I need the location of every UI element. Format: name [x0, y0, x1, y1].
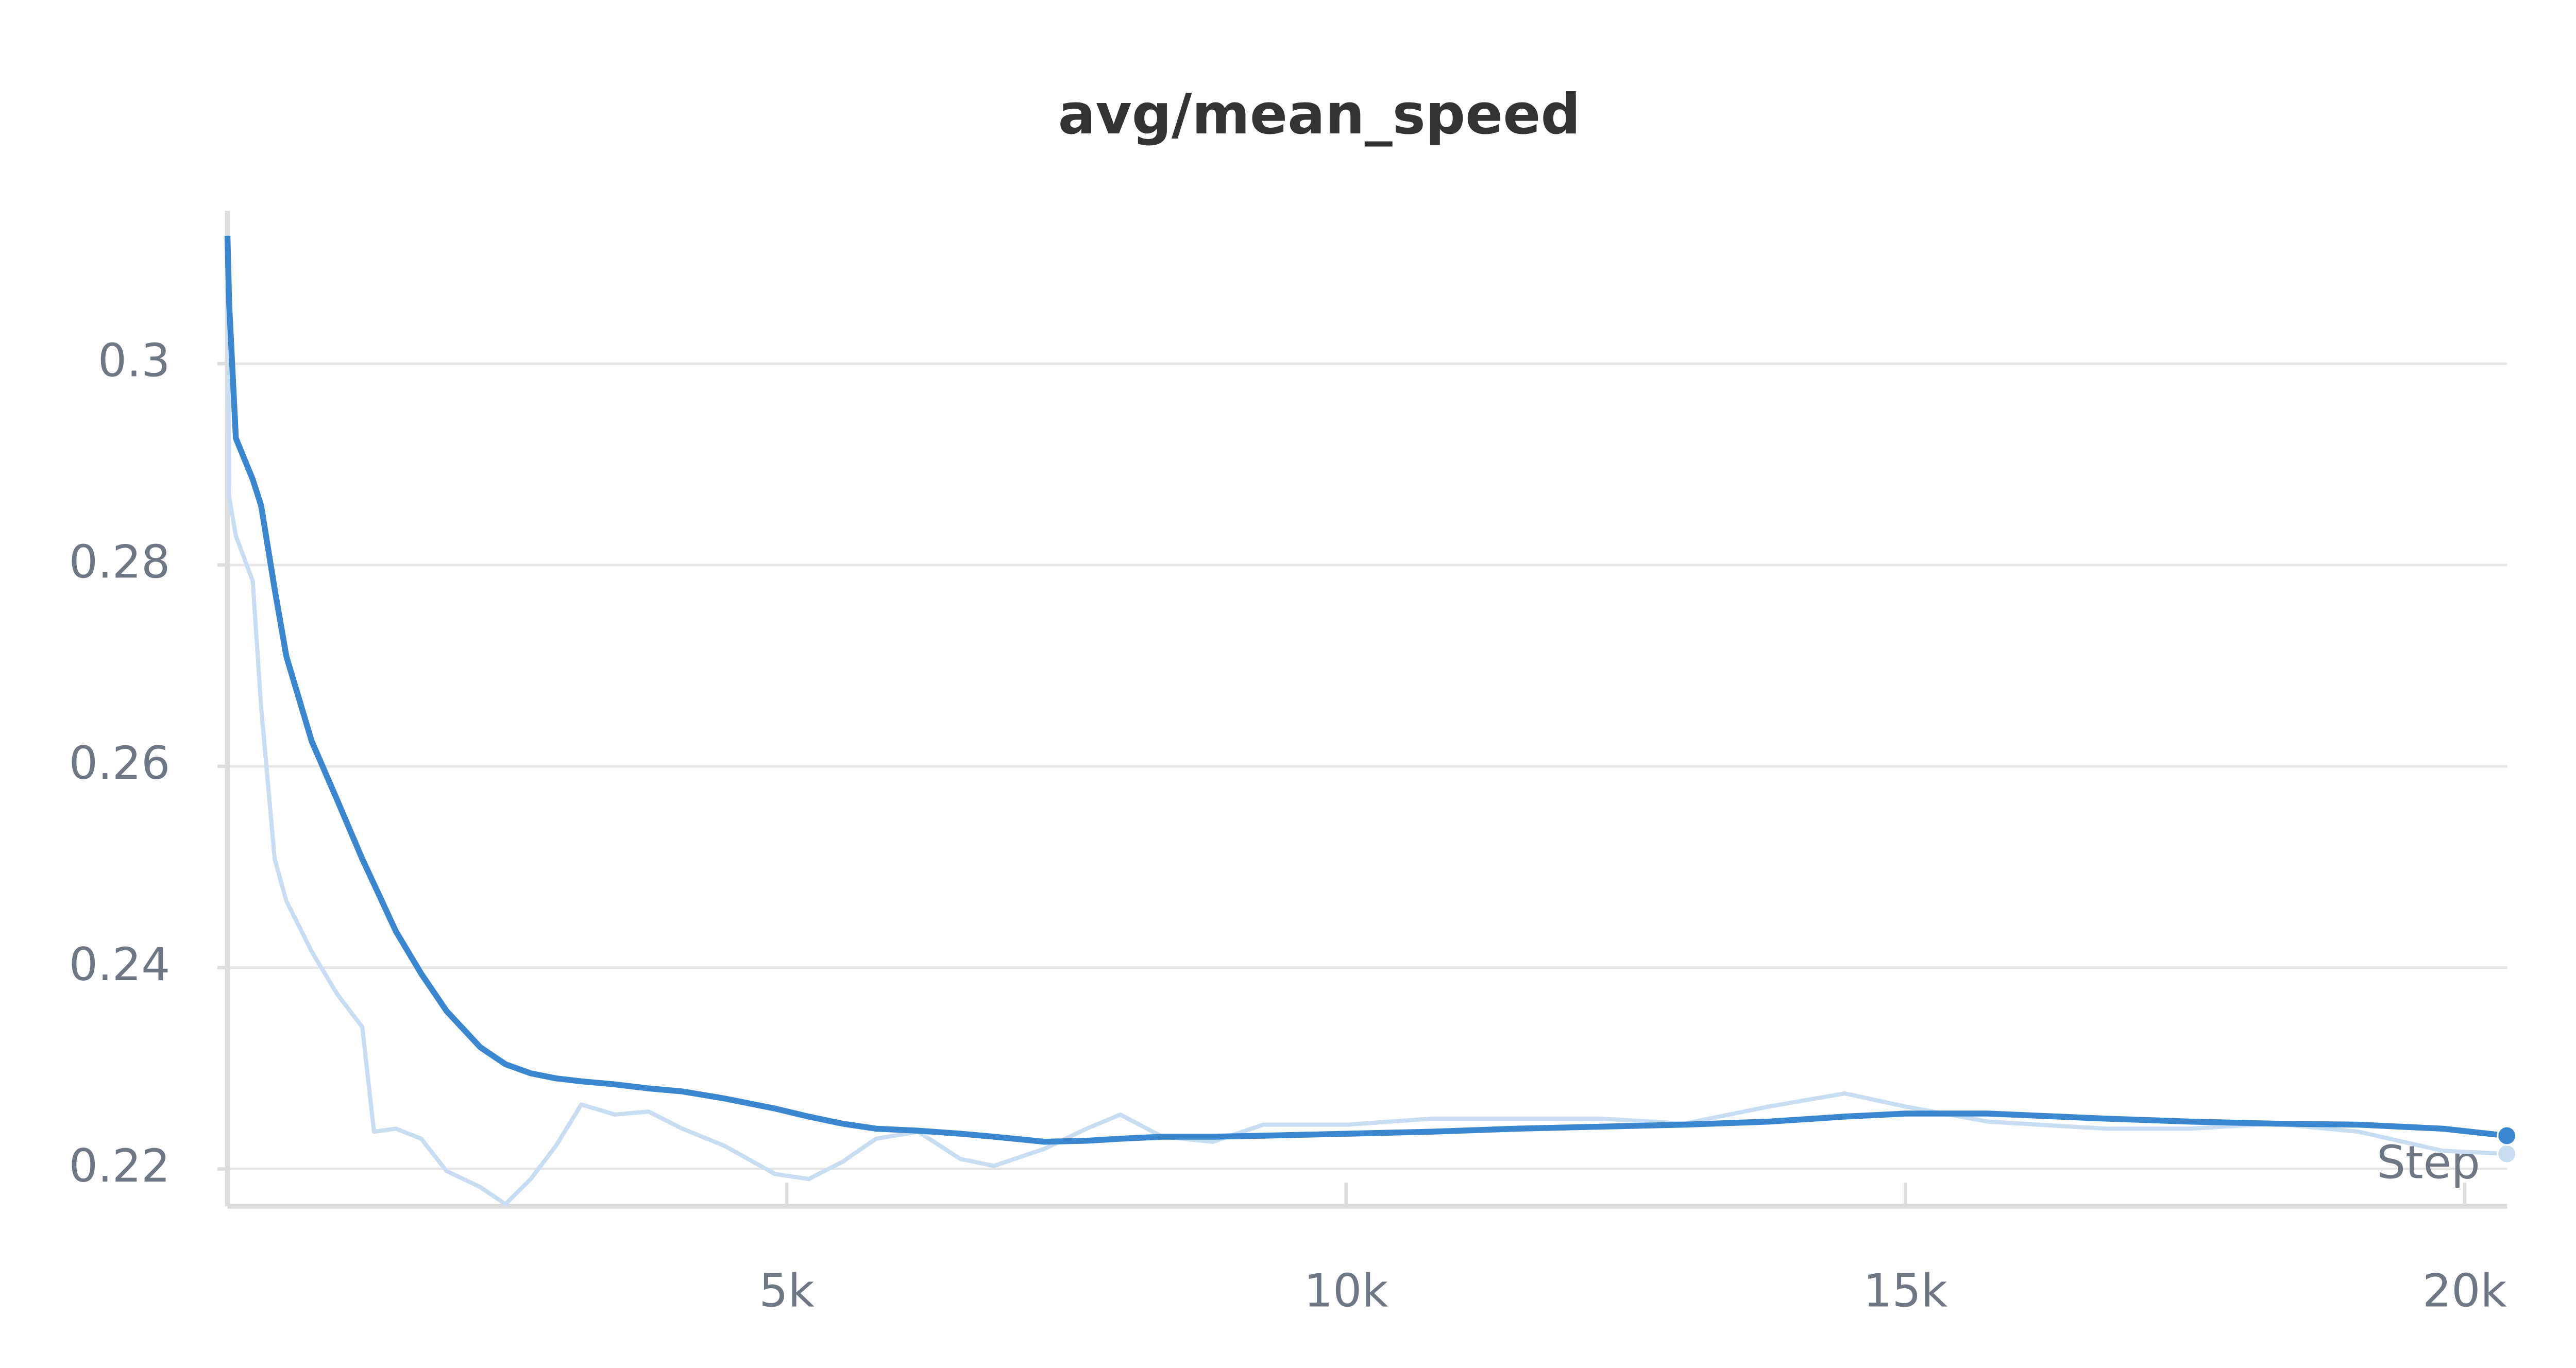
chart-title: avg/mean_speed	[1058, 82, 1581, 147]
y-tick-label: 0.24	[69, 938, 171, 991]
y-tick-label: 0.22	[69, 1139, 171, 1192]
y-tick-label: 0.26	[69, 737, 171, 790]
x-tick-label: 5k	[759, 1264, 814, 1317]
x-axis-label: Step	[2377, 1136, 2480, 1189]
x-tick-label: 20k	[2422, 1264, 2507, 1317]
y-tick-label: 0.28	[69, 535, 171, 588]
series-line	[225, 235, 2507, 1206]
series-line	[224, 235, 2507, 1145]
x-tick-label: 10k	[1304, 1264, 1388, 1317]
x-tick-label: 15k	[1863, 1264, 1947, 1317]
end-dot	[2497, 1125, 2517, 1146]
end-dot	[2497, 1143, 2517, 1164]
y-tick-label: 0.3	[98, 334, 170, 387]
